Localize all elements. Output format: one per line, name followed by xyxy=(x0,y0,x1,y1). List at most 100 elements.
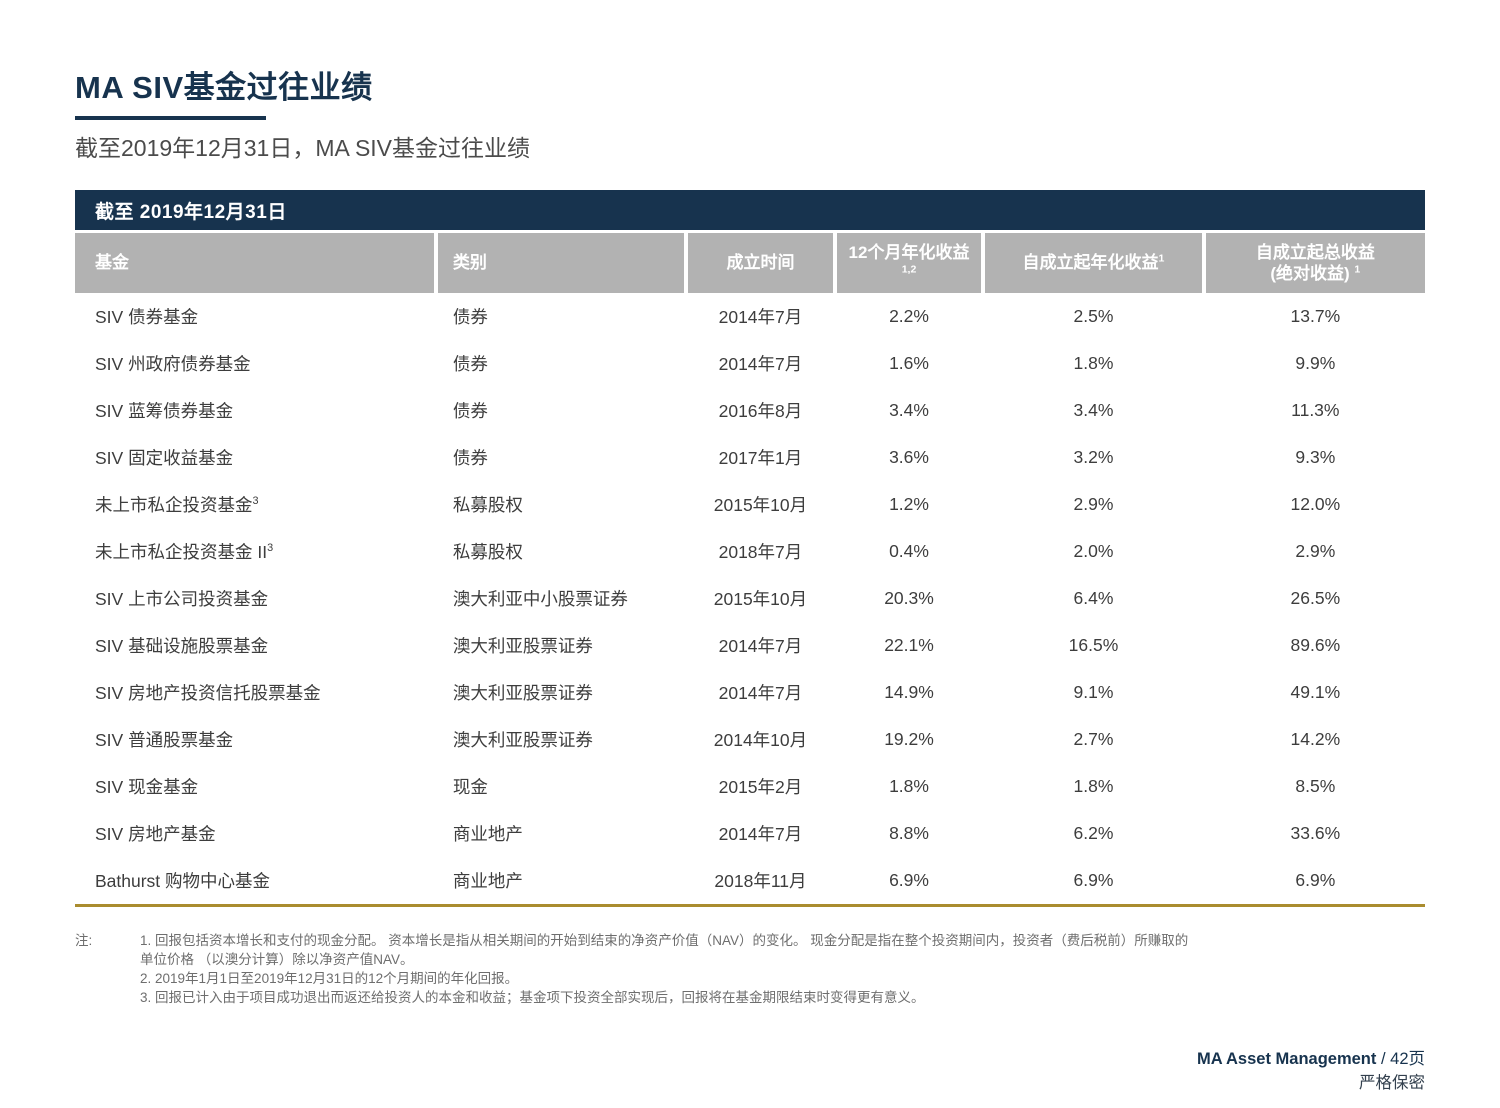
return-total-since-inception-cell: 13.7% xyxy=(1290,306,1341,326)
inception-date-cell: 2015年10月 xyxy=(713,495,808,515)
return-total-since-inception-cell: 9.9% xyxy=(1295,353,1336,373)
fund-name-cell: SIV 普通股票基金 xyxy=(95,730,234,750)
footnotes-body: 1. 回报包括资本增长和支付的现金分配。 资本增长是指从相关期间的开始到结束的净… xyxy=(140,931,1188,1007)
return-12m-cell: 19.2% xyxy=(884,729,934,749)
column-header-12m-annualized-return: 12个月年化收益1,2 xyxy=(836,233,982,293)
inception-date-cell: 2015年10月 xyxy=(713,589,808,609)
return-annualized-since-inception-cell: 6.4% xyxy=(1073,588,1114,608)
inception-date-cell: 2017年1月 xyxy=(718,448,803,468)
return-total-since-inception-cell: 6.9% xyxy=(1295,870,1336,890)
return-total-since-inception-cell: 2.9% xyxy=(1295,541,1336,561)
return-12m-cell: 0.4% xyxy=(889,541,929,561)
footer-brand-line: MA Asset Management / 42页 xyxy=(1197,1047,1425,1071)
fund-name-cell: SIV 蓝筹债券基金 xyxy=(95,401,234,421)
column-header-category: 类别 xyxy=(437,233,685,293)
return-12m-cell: 20.3% xyxy=(884,588,934,608)
slide: MA SIV基金过往业绩 截至2019年12月31日，MA SIV基金过往业绩 … xyxy=(0,70,1500,1007)
column-header-annualized-return-since-inception: 自成立起年化收益1 xyxy=(985,233,1202,293)
return-annualized-since-inception-cell: 3.2% xyxy=(1073,447,1114,467)
return-annualized-since-inception-cell: 2.9% xyxy=(1073,494,1114,514)
return-annualized-since-inception-cell: 16.5% xyxy=(1068,635,1119,655)
footnotes: 注: 1. 回报包括资本增长和支付的现金分配。 资本增长是指从相关期间的开始到结… xyxy=(75,931,1425,1007)
table-row: SIV 现金基金 现金 2015年2月 1.8% 1.8% 8.5% xyxy=(75,763,1425,810)
category-cell: 澳大利亚股票证券 xyxy=(452,683,593,703)
table-row: 未上市私企投资基金3 私募股权 2015年10月 1.2% 2.9% 12.0% xyxy=(75,481,1425,528)
table-row: SIV 债券基金 债券 2014年7月 2.2% 2.5% 13.7% xyxy=(75,293,1425,340)
return-total-since-inception-cell: 26.5% xyxy=(1290,588,1341,608)
fund-name-cell: SIV 房地产投资信托股票基金 xyxy=(95,683,321,703)
return-total-since-inception-cell: 14.2% xyxy=(1290,729,1341,749)
footnote-1: 1. 回报包括资本增长和支付的现金分配。 资本增长是指从相关期间的开始到结束的净… xyxy=(140,933,1189,967)
table-row: SIV 蓝筹债券基金 债券 2016年8月 3.4% 3.4% 11.3% xyxy=(75,387,1425,434)
inception-date-cell: 2014年7月 xyxy=(718,307,803,327)
inception-date-cell: 2014年7月 xyxy=(718,636,803,656)
footnote-marker: 3 xyxy=(267,542,274,555)
fund-name-cell: Bathurst 购物中心基金 xyxy=(95,871,271,891)
return-12m-cell: 6.9% xyxy=(889,870,929,890)
return-12m-cell: 8.8% xyxy=(889,823,929,843)
fund-name-cell: 未上市私企投资基金3 xyxy=(95,495,259,515)
title-underline xyxy=(75,116,266,120)
return-12m-cell: 2.2% xyxy=(889,306,929,326)
category-cell: 债券 xyxy=(452,448,488,468)
return-annualized-since-inception-cell: 6.9% xyxy=(1073,870,1114,890)
return-12m-cell: 1.6% xyxy=(889,353,929,373)
table-row: SIV 上市公司投资基金 澳大利亚中小股票证券 2015年10月 20.3% 6.4% 2… xyxy=(75,575,1425,622)
return-total-since-inception-cell: 49.1% xyxy=(1290,682,1341,702)
return-12m-cell: 1.8% xyxy=(889,776,929,796)
page-subtitle: 截至2019年12月31日，MA SIV基金过往业绩 xyxy=(75,135,531,161)
return-annualized-since-inception-cell: 1.8% xyxy=(1073,776,1114,796)
return-12m-cell: 22.1% xyxy=(884,635,934,655)
table-row: SIV 房地产基金 商业地产 2014年7月 8.8% 6.2% 33.6% xyxy=(75,810,1425,857)
return-12m-cell: 3.4% xyxy=(889,400,929,420)
table-row: SIV 基础设施股票基金 澳大利亚股票证券 2014年7月 22.1% 16.5% 89.… xyxy=(75,622,1425,669)
fund-name-cell: SIV 房地产基金 xyxy=(95,824,216,844)
footnote-3: 3. 回报已计入由于项目成功退出而返还给投资人的本金和收益；基金项下投资全部实现… xyxy=(140,990,925,1005)
table-row: SIV 州政府债券基金 债券 2014年7月 1.6% 1.8% 9.9% xyxy=(75,340,1425,387)
return-12m-cell: 1.2% xyxy=(889,494,929,514)
category-cell: 澳大利亚股票证券 xyxy=(452,636,593,656)
return-annualized-since-inception-cell: 2.5% xyxy=(1073,306,1114,326)
return-total-since-inception-cell: 12.0% xyxy=(1290,494,1341,514)
return-annualized-since-inception-cell: 2.7% xyxy=(1073,729,1114,749)
table-banner: 截至 2019年12月31日 xyxy=(75,190,1425,230)
page-number: / 42页 xyxy=(1376,1050,1425,1068)
fund-name-cell: 未上市私企投资基金 II3 xyxy=(95,542,274,562)
column-header-fund: 基金 xyxy=(75,233,434,293)
inception-date-cell: 2018年11月 xyxy=(714,871,807,891)
table-row: SIV 普通股票基金 澳大利亚股票证券 2014年10月 19.2% 2.7% 14.2% xyxy=(75,716,1425,763)
confidentiality-label: 严格保密 xyxy=(1359,1074,1425,1092)
category-cell: 债券 xyxy=(452,354,488,374)
category-cell: 债券 xyxy=(452,307,488,327)
return-12m-cell: 14.9% xyxy=(884,682,934,702)
table-row: SIV 固定收益基金 债券 2017年1月 3.6% 3.2% 9.3% xyxy=(75,434,1425,481)
return-annualized-since-inception-cell: 6.2% xyxy=(1073,823,1114,843)
column-header-total-return-since-inception: 自成立起总收益 (绝对收益) 1 xyxy=(1205,233,1425,293)
fund-name-cell: SIV 现金基金 xyxy=(95,777,199,797)
return-total-since-inception-cell: 8.5% xyxy=(1295,776,1336,796)
return-12m-cell: 3.6% xyxy=(889,447,929,467)
inception-date-cell: 2018年7月 xyxy=(718,542,803,562)
table-banner-label: 截至 2019年12月31日 xyxy=(95,201,287,223)
category-cell: 私募股权 xyxy=(452,495,523,515)
return-total-since-inception-cell: 9.3% xyxy=(1295,447,1336,467)
performance-table: 截至 2019年12月31日 基金 类别 成立时间 12个月年化收益1,2 自成… xyxy=(75,190,1425,907)
fund-name-cell: SIV 州政府债券基金 xyxy=(95,354,251,374)
footnote-marker: 3 xyxy=(252,495,259,508)
inception-date-cell: 2014年10月 xyxy=(713,730,808,750)
inception-date-cell: 2016年8月 xyxy=(718,401,803,421)
table-header-row: 基金 类别 成立时间 12个月年化收益1,2 自成立起年化收益1 自成立起总收益… xyxy=(75,233,1425,293)
footnotes-label: 注: xyxy=(75,933,93,948)
table-body: SIV 债券基金 债券 2014年7月 2.2% 2.5% 13.7% SIV 州政府债券基… xyxy=(75,293,1425,907)
return-annualized-since-inception-cell: 9.1% xyxy=(1073,682,1114,702)
inception-date-cell: 2015年2月 xyxy=(718,777,803,797)
category-cell: 私募股权 xyxy=(452,542,523,562)
fund-name-cell: SIV 上市公司投资基金 xyxy=(95,589,269,609)
table-row: Bathurst 购物中心基金 商业地产 2018年11月 6.9% 6.9% 6.9% xyxy=(75,857,1425,904)
column-header-inception-date: 成立时间 xyxy=(688,233,833,293)
category-cell: 商业地产 xyxy=(452,871,523,891)
table-row: 未上市私企投资基金 II3 私募股权 2018年7月 0.4% 2.0% 2.9% xyxy=(75,528,1425,575)
page-footer: MA Asset Management / 42页 严格保密 xyxy=(1197,1047,1425,1095)
return-total-since-inception-cell: 11.3% xyxy=(1291,400,1340,420)
brand-name: MA Asset Management xyxy=(1196,1050,1377,1068)
